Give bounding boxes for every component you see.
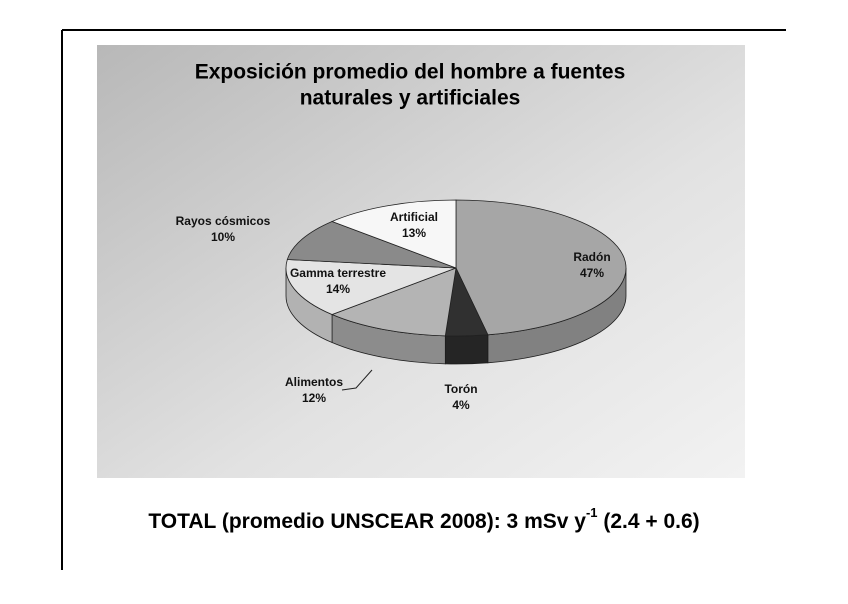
- slice: [330, 199, 457, 269]
- slice: [285, 259, 457, 315]
- footer-superscript: -1: [586, 505, 598, 520]
- footer-part: (2.4 + 0.6): [598, 510, 700, 533]
- value-label: 14%: [326, 282, 350, 296]
- slice-label: Alimentos: [285, 375, 343, 389]
- leader-line: [341, 369, 373, 391]
- slice-shade: [445, 334, 488, 364]
- chart-title: Exposición promedio del hombre a fuentes: [195, 61, 626, 84]
- footer-text: TOTAL (promedio UNSCEAR 2008): 3 mSv y-1…: [148, 505, 699, 532]
- slice-label: Artificial: [390, 210, 438, 224]
- slice-label: Radón: [573, 250, 610, 264]
- slice-shade: [286, 268, 333, 343]
- value-label: 47%: [580, 266, 604, 280]
- slice-label: Gamma terrestre: [290, 266, 386, 280]
- value-label: 13%: [402, 226, 426, 240]
- slice: [330, 267, 457, 337]
- slice-label: Rayos cósmicos: [176, 214, 271, 228]
- slice-label: Torón: [444, 382, 477, 396]
- footer-part: TOTAL (promedio UNSCEAR 2008): 3 mSv y: [148, 510, 586, 533]
- slice: [455, 199, 627, 336]
- value-label: 10%: [211, 230, 235, 244]
- slice-shade: [332, 314, 446, 364]
- value-label: 4%: [452, 398, 470, 412]
- slice: [286, 221, 457, 269]
- value-label: 12%: [302, 391, 326, 405]
- slice-shade: [487, 268, 626, 363]
- chart-title: naturales y artificiales: [300, 87, 521, 110]
- pie: Radón 47% Torón 4% Alimentos 12% Gamma terrest…: [176, 199, 627, 412]
